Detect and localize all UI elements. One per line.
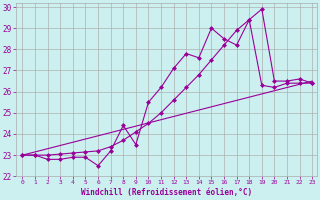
X-axis label: Windchill (Refroidissement éolien,°C): Windchill (Refroidissement éolien,°C) (81, 188, 252, 197)
